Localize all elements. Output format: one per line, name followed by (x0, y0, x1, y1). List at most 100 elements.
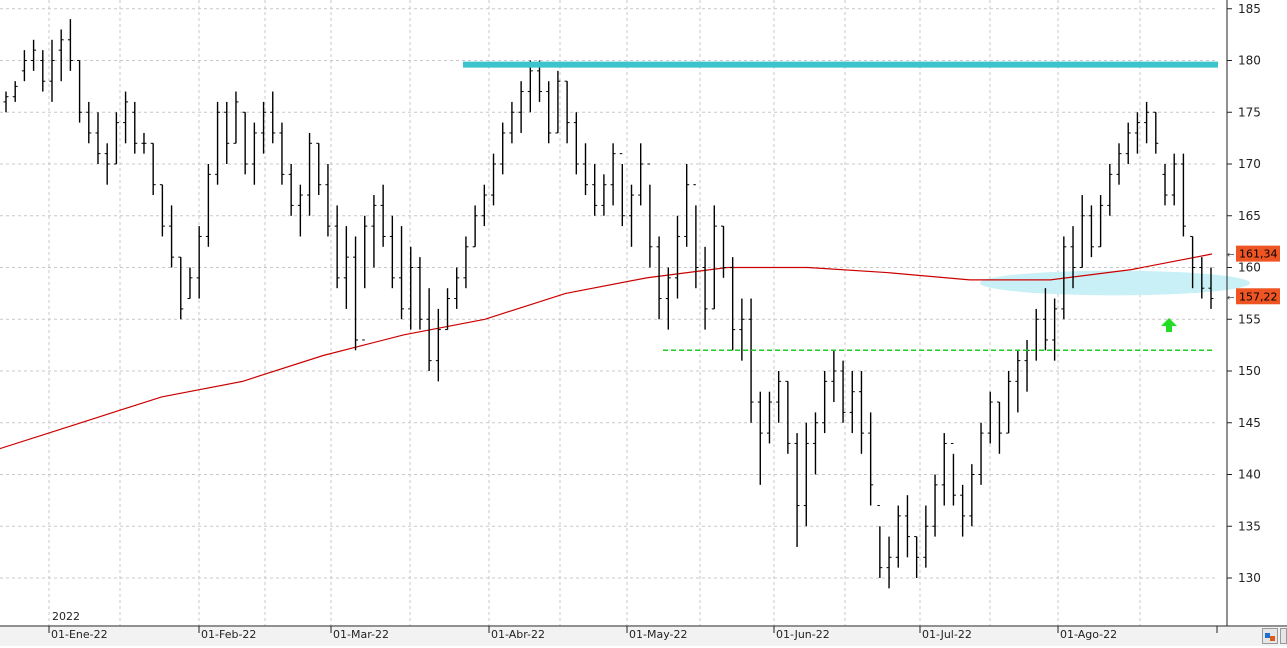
price-bar (1079, 195, 1085, 268)
grid (0, 0, 1218, 626)
price-bar (895, 505, 901, 568)
up-arrow-icon (1161, 318, 1177, 332)
price-bar (886, 536, 892, 589)
price-bar (435, 308, 441, 382)
price-bar (353, 236, 359, 351)
price-bar (1015, 350, 1021, 413)
price-bar (1088, 205, 1094, 258)
price-bar (141, 132, 147, 154)
price-bar (417, 257, 423, 330)
plot-background (0, 0, 1220, 626)
price-bar (904, 495, 910, 558)
up-arrow-icon (1161, 318, 1177, 332)
price-bar (822, 371, 828, 434)
price-bar (647, 163, 653, 268)
price-bar (196, 226, 202, 299)
price-bar (877, 505, 883, 578)
price-bar (794, 433, 800, 547)
price-bar (757, 391, 763, 485)
price-bar (702, 246, 708, 330)
price-bar (656, 236, 662, 320)
price-bar (3, 91, 9, 113)
price-bar (371, 195, 377, 268)
price-bar (610, 143, 616, 206)
price-bar (325, 164, 331, 237)
price-bar (408, 246, 414, 330)
price-bar (693, 184, 699, 289)
price-bar (628, 184, 634, 247)
price-bar (77, 60, 83, 123)
y-tick-label: 185 (1238, 2, 1261, 16)
price-bar (12, 81, 18, 102)
price-bar (224, 101, 230, 164)
price-bar (812, 412, 818, 475)
price-bar (776, 371, 782, 423)
price-bar (527, 60, 533, 113)
price-bar (67, 19, 73, 71)
price-bar (941, 433, 947, 506)
price-bar (914, 536, 920, 578)
price-bar (31, 39, 37, 71)
price-bar (1153, 111, 1159, 154)
price-bar (454, 267, 460, 309)
chart-settings-icon[interactable] (1262, 628, 1278, 644)
y-tick-label: 130 (1238, 571, 1261, 585)
price-bar (1006, 371, 1012, 434)
price-bar (564, 80, 570, 144)
price-bar (1070, 226, 1076, 289)
price-bar (840, 360, 846, 423)
price-bar (399, 226, 405, 320)
panel-toggle-icon[interactable] (1280, 628, 1287, 644)
price-bar (426, 288, 432, 371)
price-bar (1098, 195, 1104, 248)
price-bar (1199, 257, 1205, 299)
price-bar (362, 215, 368, 341)
price-bar (316, 142, 322, 196)
price-bar (491, 153, 497, 206)
x-tick-label: 01-Feb-22 (201, 628, 256, 641)
price-bar (21, 50, 27, 82)
y-tick-label: 145 (1238, 416, 1261, 430)
price-badge-label: 161,34 (1239, 248, 1278, 261)
price-bar (923, 505, 929, 568)
price-bar (233, 91, 239, 144)
x-tick-label: 01-Ago-22 (1060, 628, 1117, 641)
price-bar (960, 484, 966, 537)
price-bar (104, 143, 110, 185)
price-bar (573, 112, 579, 175)
price-bar (95, 112, 101, 164)
price-bar (684, 164, 690, 247)
price-bar (868, 412, 874, 506)
price-bar (592, 164, 598, 216)
price-bar (583, 143, 589, 196)
moving-average-layer (0, 253, 1213, 450)
price-bar (711, 205, 717, 310)
x-tick-label: 01-Mar-22 (333, 628, 389, 641)
price-bar (178, 256, 184, 320)
y-tick-label: 160 (1238, 261, 1261, 275)
x-tick-label: 01-Jul-22 (922, 628, 972, 641)
price-bar (1190, 235, 1196, 289)
price-bar (261, 101, 267, 154)
price-bar (1171, 153, 1177, 206)
y-tick-label: 140 (1238, 468, 1261, 482)
price-bar (1180, 153, 1186, 237)
price-badge (1236, 245, 1280, 262)
price-bar (858, 371, 864, 454)
price-bar (1107, 164, 1113, 216)
year-label: 2022 (52, 610, 80, 623)
price-bar (1042, 288, 1048, 351)
price-bar (132, 101, 138, 154)
price-bar (472, 205, 478, 248)
price-bar (40, 50, 46, 92)
price-bar (849, 371, 855, 434)
price-badge (1236, 288, 1280, 305)
price-bar (1144, 101, 1150, 144)
price-bar (730, 257, 736, 351)
y-tick-label: 180 (1238, 54, 1261, 68)
price-bar (619, 153, 625, 227)
price-bar (978, 422, 984, 485)
y-tick-label: 170 (1238, 157, 1261, 171)
x-tick-label: 01-Abr-22 (491, 628, 545, 641)
support-resistance-layer (463, 61, 1218, 352)
